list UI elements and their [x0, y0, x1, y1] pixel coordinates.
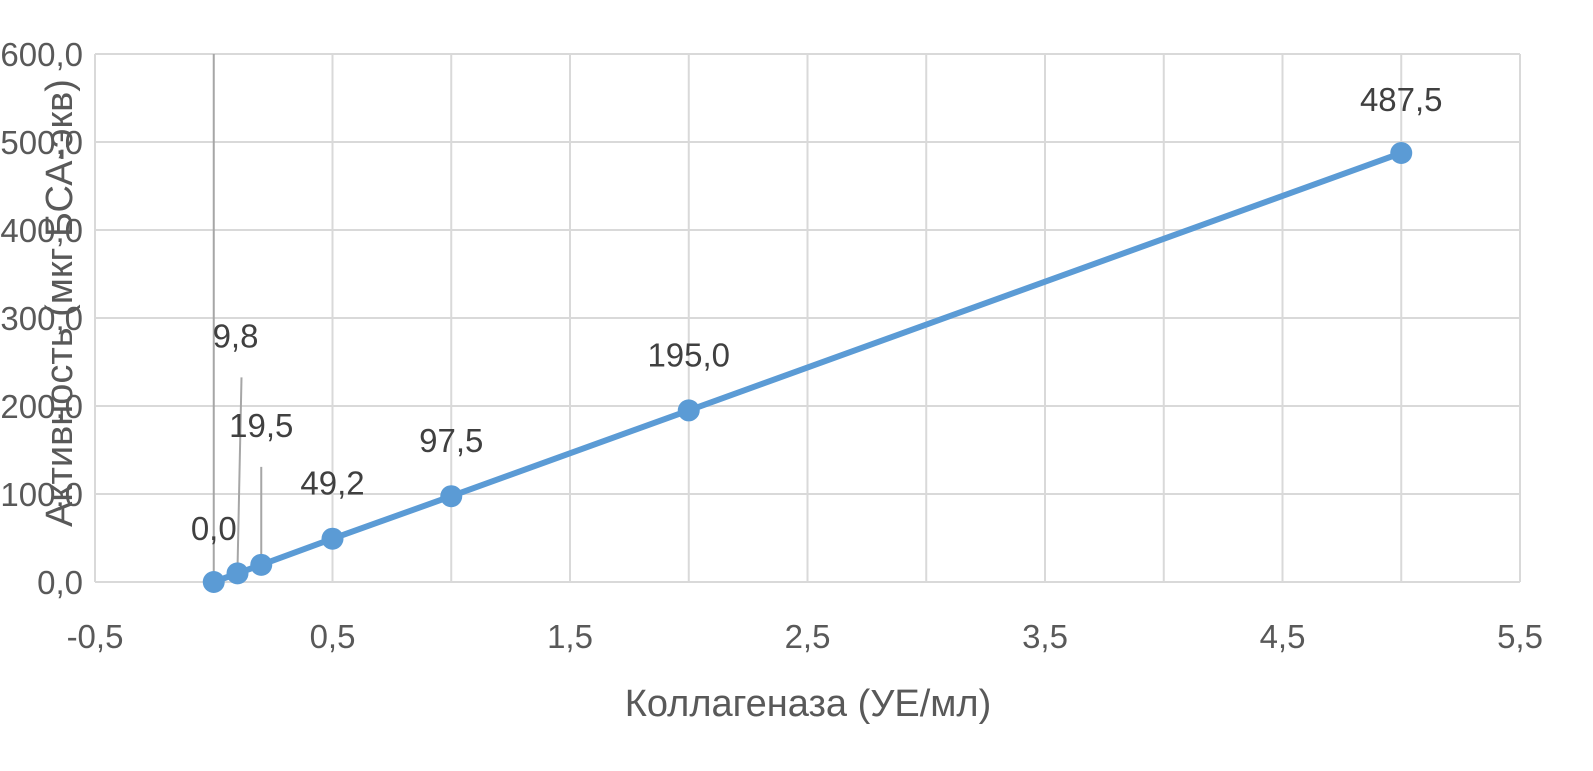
y-axis-title: Активность (мкг БСА-экв): [39, 79, 81, 527]
label-leader-line: [236, 377, 243, 570]
x-tick-label: 4,5: [1260, 618, 1306, 655]
data-label: 97,5: [419, 422, 483, 459]
data-label: 195,0: [647, 336, 730, 373]
y-tick-label: 200,0: [0, 388, 83, 425]
data-label: 0,0: [191, 510, 237, 547]
data-label: 19,5: [229, 407, 293, 444]
data-point: [321, 527, 344, 550]
data-label: 487,5: [1360, 81, 1443, 118]
data-point: [226, 562, 249, 585]
data-point: [202, 571, 225, 593]
series-layer: [202, 142, 1413, 593]
y-tick-label: 400,0: [0, 212, 83, 249]
x-tick-label: 2,5: [785, 618, 831, 655]
data-point: [1390, 142, 1413, 164]
x-tick-label: -0,5: [67, 618, 124, 655]
data-label: 49,2: [300, 465, 364, 502]
axis-layer: 0,0 100,0 200,0 300,0 400,0 500,0 600,0 -0,5 0,5…: [0, 36, 1543, 655]
x-tick-label: 0,5: [310, 618, 356, 655]
x-tick-label: 3,5: [1022, 618, 1068, 655]
label-layer: 0,0 9,8 19,549,2 97,5 195,0 487,5: [191, 81, 1443, 547]
y-tick-label: 600,0: [0, 36, 83, 73]
leader-layer: [236, 377, 263, 570]
y-tick-label: 100,0: [0, 476, 83, 513]
data-point: [677, 399, 700, 422]
data-point: [440, 485, 463, 508]
data-label: 9,8: [213, 317, 259, 354]
x-tick-label: 5,5: [1497, 618, 1543, 655]
x-axis-title: Коллагеназа (УЕ/мл): [625, 683, 992, 725]
data-point: [250, 553, 273, 576]
y-tick-label: 300,0: [0, 300, 83, 337]
grid-layer: [94, 53, 1521, 583]
y-tick-label: 500,0: [0, 124, 83, 161]
y-tick-label: 0,0: [37, 564, 83, 601]
x-tick-label: 1,5: [547, 618, 593, 655]
